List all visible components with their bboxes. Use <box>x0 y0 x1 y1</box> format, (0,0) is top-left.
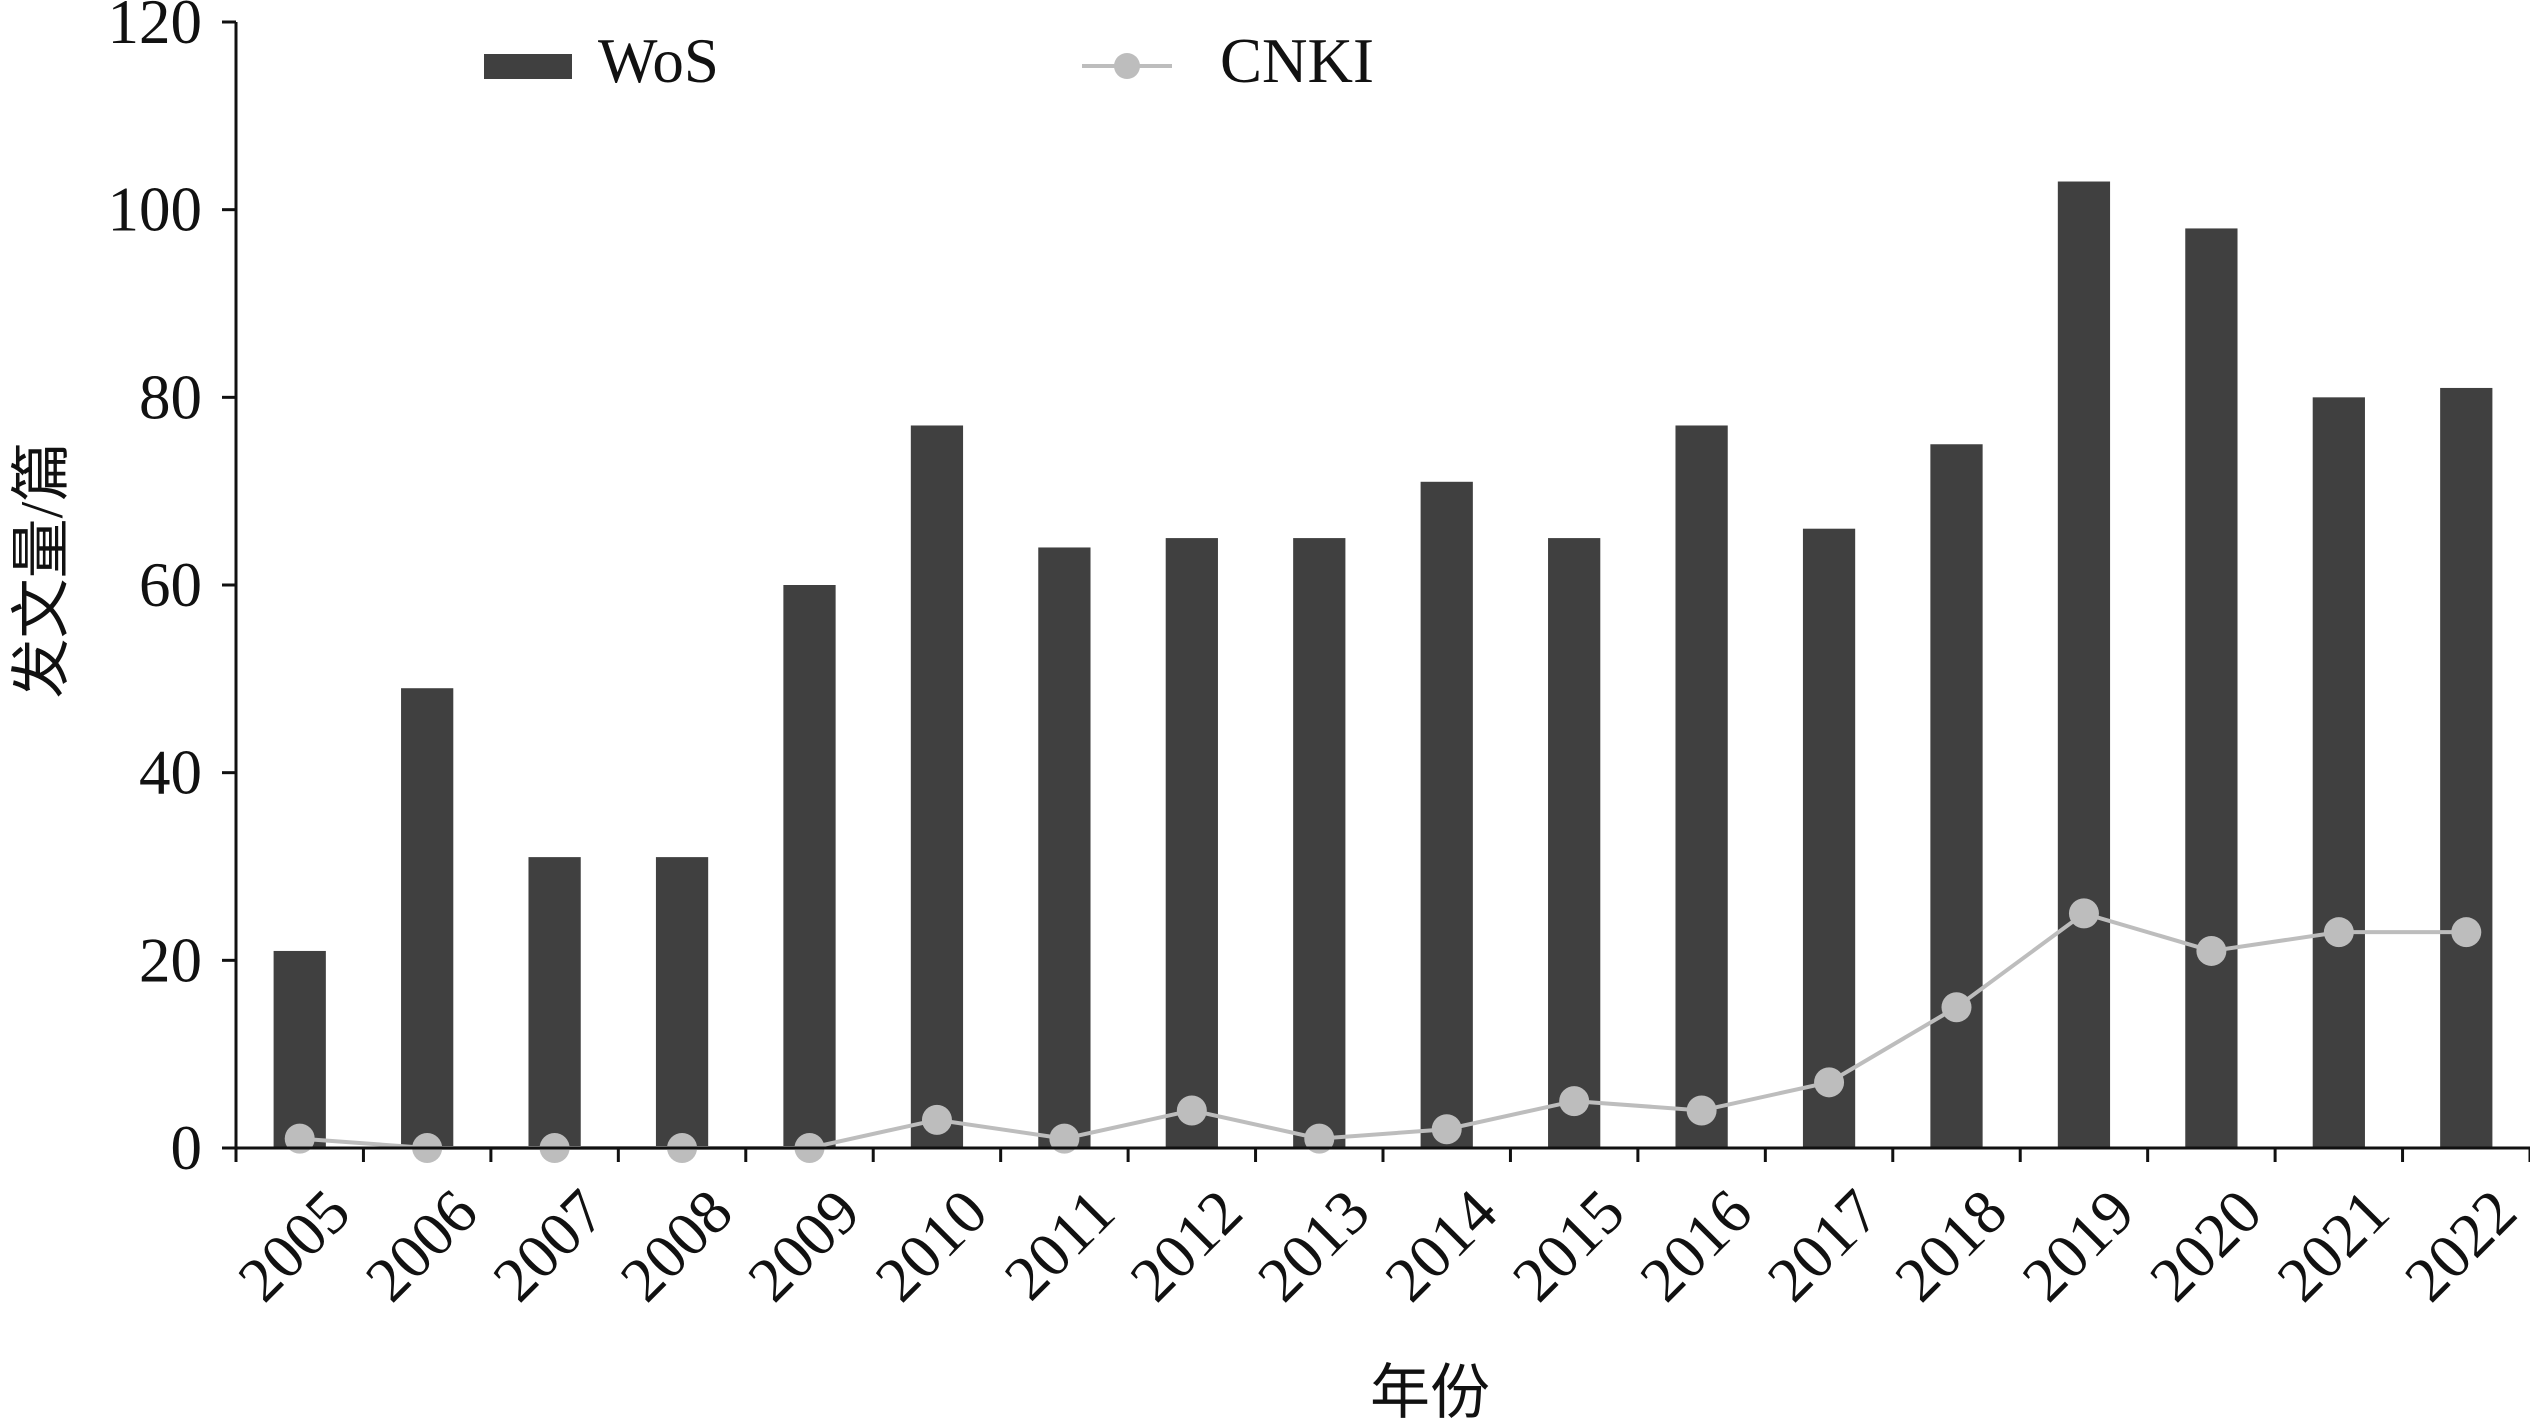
legend-cnki-marker <box>1114 53 1140 79</box>
cnki-point <box>284 1123 315 1154</box>
y-tick-label: 100 <box>108 175 203 245</box>
y-tick-label: 80 <box>139 362 202 432</box>
cnki-point <box>1559 1086 1590 1117</box>
x-axis-title: 年份 <box>1370 1360 1490 1423</box>
cnki-point <box>2451 917 2482 948</box>
cnki-point <box>1304 1123 1335 1154</box>
y-tick-label: 40 <box>139 738 202 808</box>
x-tick-label: 2017 <box>1754 1176 1893 1315</box>
legend-cnki-label: CNKI <box>1220 26 1374 96</box>
bar-wos <box>1930 444 1983 1148</box>
cnki-point <box>1176 1095 1207 1126</box>
cnki-point <box>2068 898 2099 929</box>
bar-wos <box>2057 181 2111 1148</box>
cnki-point <box>2196 935 2227 966</box>
x-tick-label: 2008 <box>607 1176 746 1315</box>
bar-wos <box>528 857 581 1148</box>
x-tick-label: 2020 <box>2136 1176 2275 1315</box>
cnki-point <box>1941 992 1972 1023</box>
cnki-point <box>1814 1067 1845 1098</box>
x-tick-label: 2006 <box>352 1176 491 1315</box>
cnki-line-series <box>284 898 2482 1163</box>
bar-wos <box>2440 387 2493 1148</box>
cnki-point <box>1049 1123 1080 1154</box>
bar-wos <box>910 425 964 1148</box>
cnki-point <box>2323 917 2354 948</box>
cnki-point <box>1431 1114 1462 1145</box>
y-tick-label: 0 <box>171 1113 203 1183</box>
bar-wos <box>1165 538 1218 1148</box>
wos-bars <box>273 181 2493 1148</box>
x-tick-label: 2011 <box>991 1176 1128 1313</box>
bar-wos <box>1293 538 1346 1148</box>
bar-wos <box>655 857 709 1148</box>
y-tick-label: 20 <box>139 925 202 995</box>
cnki-line <box>299 911 2467 1150</box>
x-tick-label: 2015 <box>1499 1176 1638 1315</box>
y-ticks: 0 20 40 60 80 100 120 <box>108 0 236 1183</box>
legend-wos-label: WoS <box>598 26 719 96</box>
x-tick-label: 2016 <box>1627 1176 1766 1315</box>
x-tick-label: 2009 <box>734 1176 873 1315</box>
y-tick-label: 120 <box>108 0 203 57</box>
y-tick-label: 60 <box>139 550 202 620</box>
legend: WoS CNKI <box>484 26 1374 96</box>
x-tick-label: 2012 <box>1117 1176 1256 1315</box>
x-tick-label: 2005 <box>225 1176 364 1315</box>
cnki-point <box>1686 1095 1717 1126</box>
bar-wos <box>401 688 454 1148</box>
x-tick-label: 2018 <box>1881 1176 2020 1315</box>
x-ticks: 2005200620072008200920102011201220132014… <box>225 1148 2530 1315</box>
bar-wos <box>1675 425 1728 1148</box>
bar-wos <box>783 585 836 1148</box>
cnki-point <box>921 1104 952 1135</box>
legend-wos-swatch <box>484 54 572 79</box>
x-tick-label: 2021 <box>2264 1176 2403 1315</box>
x-tick-label: 2010 <box>862 1176 1001 1315</box>
y-axis-title: 发文量/篇 <box>9 442 75 699</box>
bar-wos <box>1802 528 1856 1148</box>
bar-wos <box>1038 547 1091 1148</box>
bar-wos <box>1548 538 1601 1148</box>
x-tick-label: 2014 <box>1372 1176 1511 1315</box>
x-tick-label: 2007 <box>480 1176 619 1315</box>
bar-wos <box>2312 397 2365 1148</box>
bar-wos <box>1420 481 1473 1148</box>
bar-wos <box>2185 228 2238 1148</box>
x-tick-label: 2013 <box>1244 1176 1383 1315</box>
bar-wos <box>273 950 326 1148</box>
x-tick-label: 2019 <box>2009 1176 2148 1315</box>
x-tick-label: 2022 <box>2391 1176 2530 1315</box>
